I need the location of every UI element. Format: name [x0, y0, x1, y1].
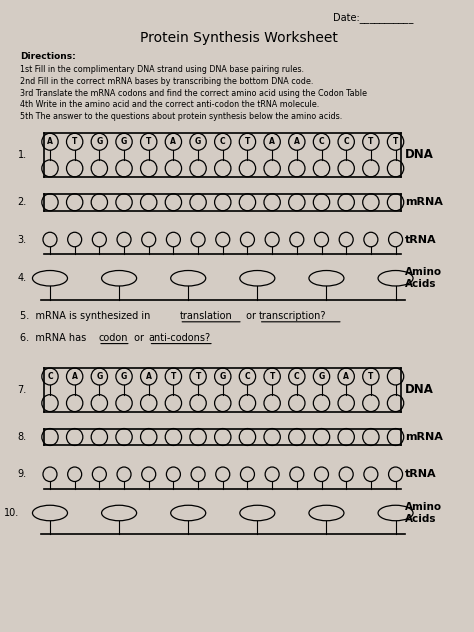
- Text: DNA: DNA: [405, 383, 434, 396]
- Text: Amino
Acids: Amino Acids: [405, 267, 442, 289]
- Text: C: C: [319, 137, 324, 146]
- Text: A: A: [47, 137, 53, 146]
- Text: 1st Fill in the complimentary DNA strand using DNA base pairing rules.: 1st Fill in the complimentary DNA strand…: [19, 65, 304, 75]
- Text: DNA: DNA: [405, 149, 434, 161]
- Text: A: A: [343, 372, 349, 381]
- Text: G: G: [195, 137, 201, 146]
- Text: 4.: 4.: [18, 273, 27, 283]
- Text: codon: codon: [98, 333, 128, 343]
- Text: A: A: [72, 372, 78, 381]
- Text: T: T: [72, 137, 77, 146]
- Text: C: C: [47, 372, 53, 381]
- Text: 5.  mRNA is synthesized in: 5. mRNA is synthesized in: [19, 311, 153, 321]
- Text: G: G: [121, 137, 127, 146]
- Text: G: G: [219, 372, 226, 381]
- Text: 1.: 1.: [18, 150, 27, 160]
- Text: tRNA: tRNA: [405, 470, 437, 479]
- Text: A: A: [294, 137, 300, 146]
- Text: mRNA: mRNA: [405, 197, 443, 207]
- Text: mRNA: mRNA: [405, 432, 443, 442]
- Text: 5th The answer to the questions about protein synthesis below the amino acids.: 5th The answer to the questions about pr…: [19, 112, 342, 121]
- Text: or: or: [243, 311, 259, 321]
- Text: T: T: [171, 372, 176, 381]
- Text: translation: translation: [179, 311, 232, 321]
- Text: 9.: 9.: [18, 470, 27, 479]
- Text: Directions:: Directions:: [19, 52, 75, 61]
- Text: A: A: [171, 137, 176, 146]
- Text: T: T: [245, 137, 250, 146]
- Text: 7.: 7.: [18, 384, 27, 394]
- Text: Protein Synthesis Worksheet: Protein Synthesis Worksheet: [140, 32, 338, 46]
- Text: 2.: 2.: [18, 197, 27, 207]
- Text: anti-codons?: anti-codons?: [148, 333, 210, 343]
- Text: A: A: [146, 372, 152, 381]
- Text: A: A: [269, 137, 275, 146]
- Text: 10.: 10.: [4, 508, 19, 518]
- Text: C: C: [220, 137, 226, 146]
- Text: Amino
Acids: Amino Acids: [405, 502, 442, 524]
- Text: or: or: [131, 333, 147, 343]
- Text: T: T: [269, 372, 275, 381]
- Text: G: G: [96, 372, 102, 381]
- Text: G: G: [96, 137, 102, 146]
- Text: transcription?: transcription?: [259, 311, 326, 321]
- Text: 3rd Translate the mRNA codons and find the correct amino acid using the Codon Ta: 3rd Translate the mRNA codons and find t…: [19, 88, 366, 97]
- Text: tRNA: tRNA: [405, 234, 437, 245]
- Text: T: T: [195, 372, 201, 381]
- Text: 4th Write in the amino acid and the correct anti-codon the tRNA molecule.: 4th Write in the amino acid and the corr…: [19, 100, 319, 109]
- Text: Date:___________: Date:___________: [333, 12, 413, 23]
- Text: T: T: [368, 137, 374, 146]
- Text: 3.: 3.: [18, 234, 27, 245]
- Text: 6.  mRNA has: 6. mRNA has: [19, 333, 89, 343]
- Text: C: C: [294, 372, 300, 381]
- Text: T: T: [146, 137, 151, 146]
- Text: T: T: [368, 372, 374, 381]
- Text: 8.: 8.: [18, 432, 27, 442]
- Text: 2nd Fill in the correct mRNA bases by transcribing the bottom DNA code.: 2nd Fill in the correct mRNA bases by tr…: [19, 77, 313, 86]
- Text: G: G: [319, 372, 325, 381]
- Text: C: C: [245, 372, 250, 381]
- Text: G: G: [121, 372, 127, 381]
- Text: C: C: [343, 137, 349, 146]
- Text: T: T: [393, 137, 398, 146]
